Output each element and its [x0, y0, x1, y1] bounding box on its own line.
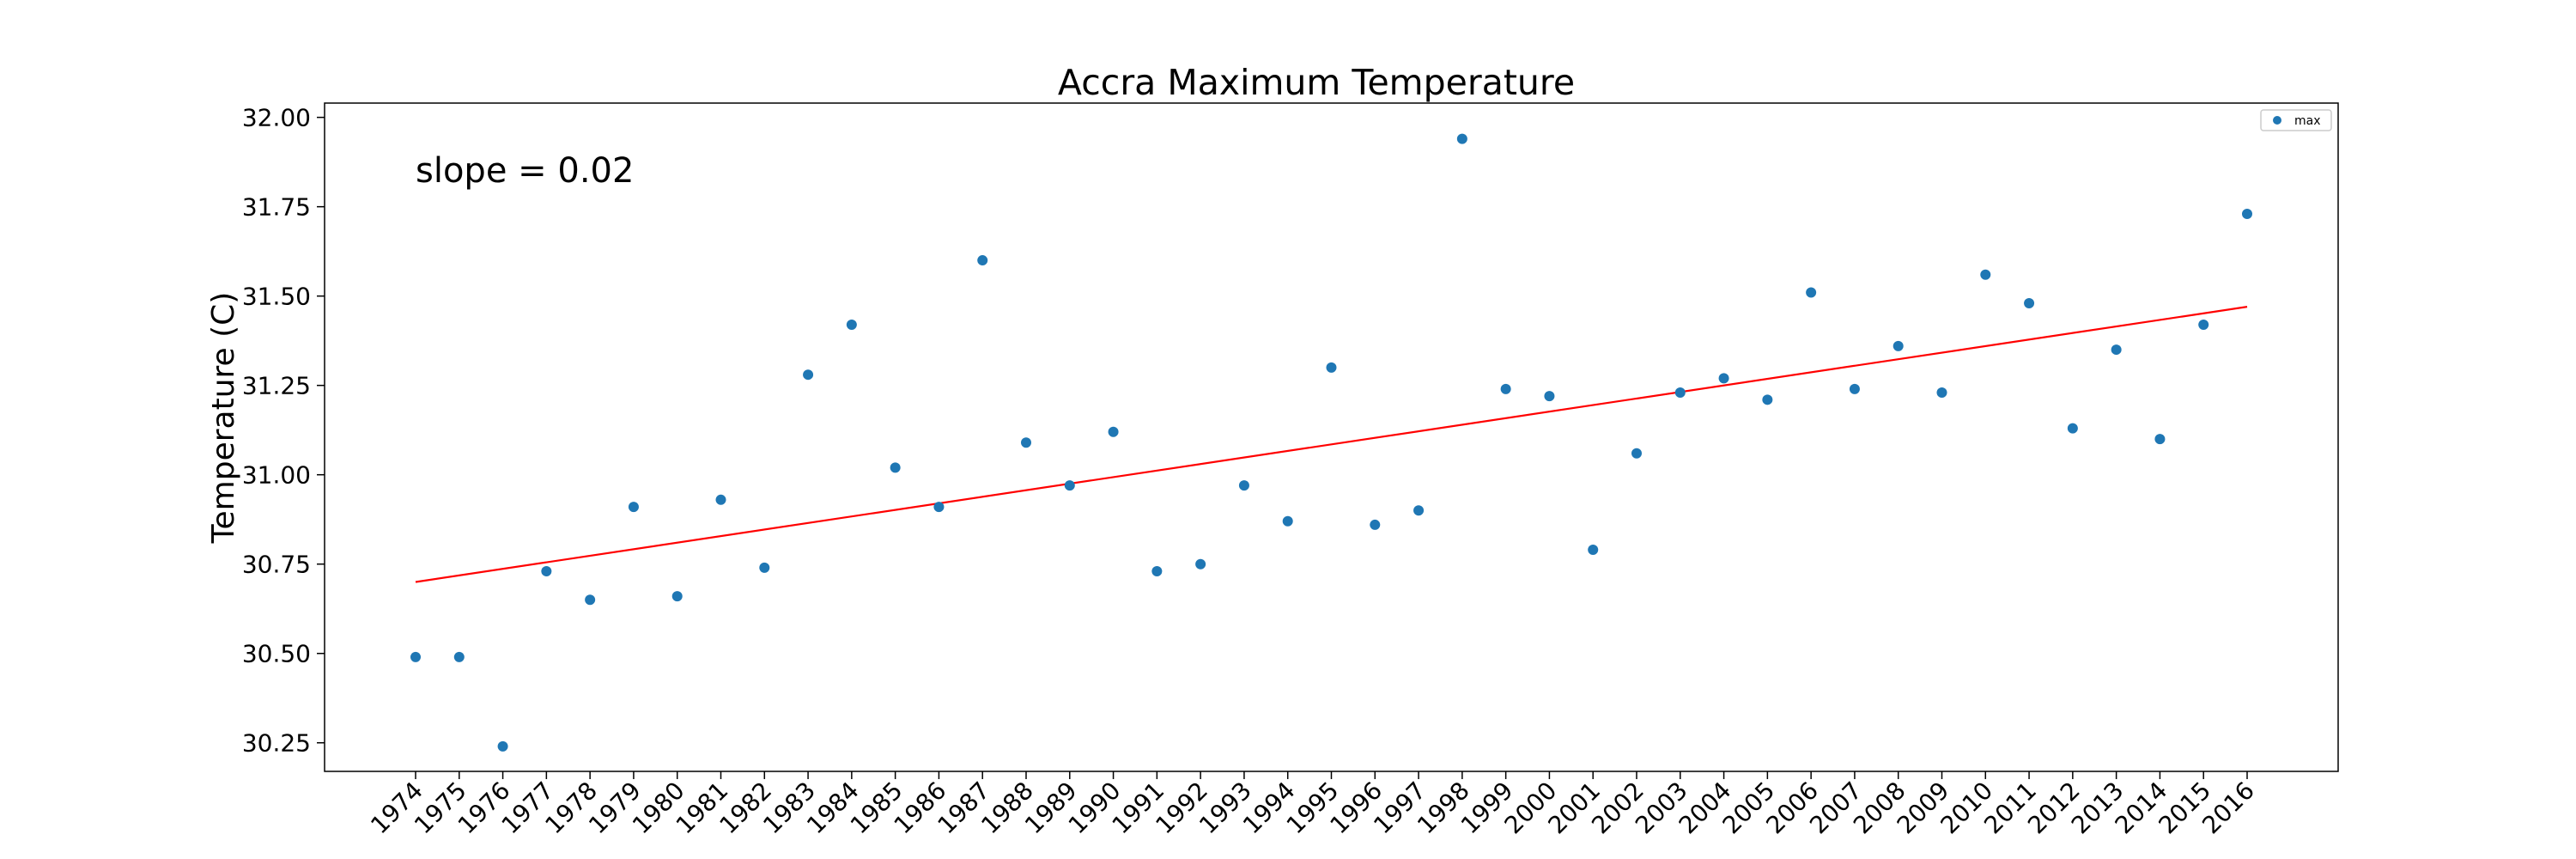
data-point: [671, 591, 683, 602]
y-tick-label: 32.00: [242, 104, 311, 132]
data-point: [1893, 340, 1904, 351]
data-point: [1674, 387, 1686, 398]
y-tick-label: 30.75: [242, 551, 311, 579]
data-point: [803, 369, 814, 381]
y-tick-label: 30.25: [242, 729, 311, 758]
data-point: [1849, 383, 1860, 394]
data-point: [1108, 426, 1119, 437]
data-point: [1021, 437, 1031, 448]
data-point: [759, 562, 770, 573]
data-point: [2067, 423, 2078, 434]
data-point: [1456, 133, 1467, 144]
data-point: [1631, 448, 1642, 459]
y-tick-label: 30.50: [242, 640, 311, 668]
data-point: [1151, 566, 1163, 577]
y-tick-label: 31.25: [242, 372, 311, 400]
data-point: [497, 740, 508, 752]
data-point: [890, 462, 901, 473]
trend-line-layer: [415, 306, 2248, 583]
x-axis: 1974197519761977197819791980198119821983…: [365, 771, 2260, 839]
plot-frame: [324, 102, 2339, 772]
data-point: [1762, 394, 1773, 405]
data-point: [585, 594, 596, 606]
data-point: [410, 651, 421, 662]
data-point: [1238, 480, 1249, 491]
x-tick-label: 2016: [2196, 777, 2260, 840]
data-point: [1544, 391, 1555, 402]
y-tick-label: 31.50: [242, 283, 311, 311]
data-point: [2154, 434, 2166, 445]
data-point: [1413, 505, 1425, 516]
data-point: [977, 255, 988, 266]
data-point: [2111, 344, 2122, 356]
legend-label-max: max: [2294, 114, 2321, 128]
data-points: [410, 133, 2252, 752]
data-point: [715, 494, 726, 505]
data-point: [453, 651, 465, 662]
data-point: [1588, 545, 1599, 556]
data-point: [628, 502, 639, 513]
data-point: [1326, 362, 1337, 373]
y-axis-label: Temperature (C): [206, 292, 241, 545]
trend-line: [415, 306, 2248, 583]
data-point: [1195, 558, 1206, 570]
data-point: [1282, 515, 1293, 527]
data-point: [1806, 287, 1817, 298]
legend-marker-max: [2273, 116, 2281, 125]
y-axis: 30.25 30.50 30.75 31.00 31.25 31.50 31.75 32.00: [242, 104, 325, 758]
data-point: [1936, 387, 1947, 398]
data-point: [2024, 297, 2035, 308]
data-point: [1980, 269, 1991, 280]
legend: max: [2260, 109, 2332, 131]
data-point: [1718, 373, 1729, 384]
data-point: [1500, 383, 1511, 394]
data-point: [1370, 519, 1381, 530]
data-point: [1064, 480, 1075, 491]
slope-annotation: slope = 0.02: [416, 151, 634, 191]
data-point: [2242, 208, 2252, 219]
legend-box: [2260, 109, 2332, 131]
chart-title: Accra Maximum Temperature: [1058, 62, 1575, 103]
y-tick-label: 31.00: [242, 461, 311, 490]
data-point: [2198, 319, 2209, 330]
data-point: [846, 319, 857, 330]
data-point: [933, 502, 945, 513]
y-tick-label: 31.75: [242, 193, 311, 222]
data-point: [541, 566, 552, 577]
